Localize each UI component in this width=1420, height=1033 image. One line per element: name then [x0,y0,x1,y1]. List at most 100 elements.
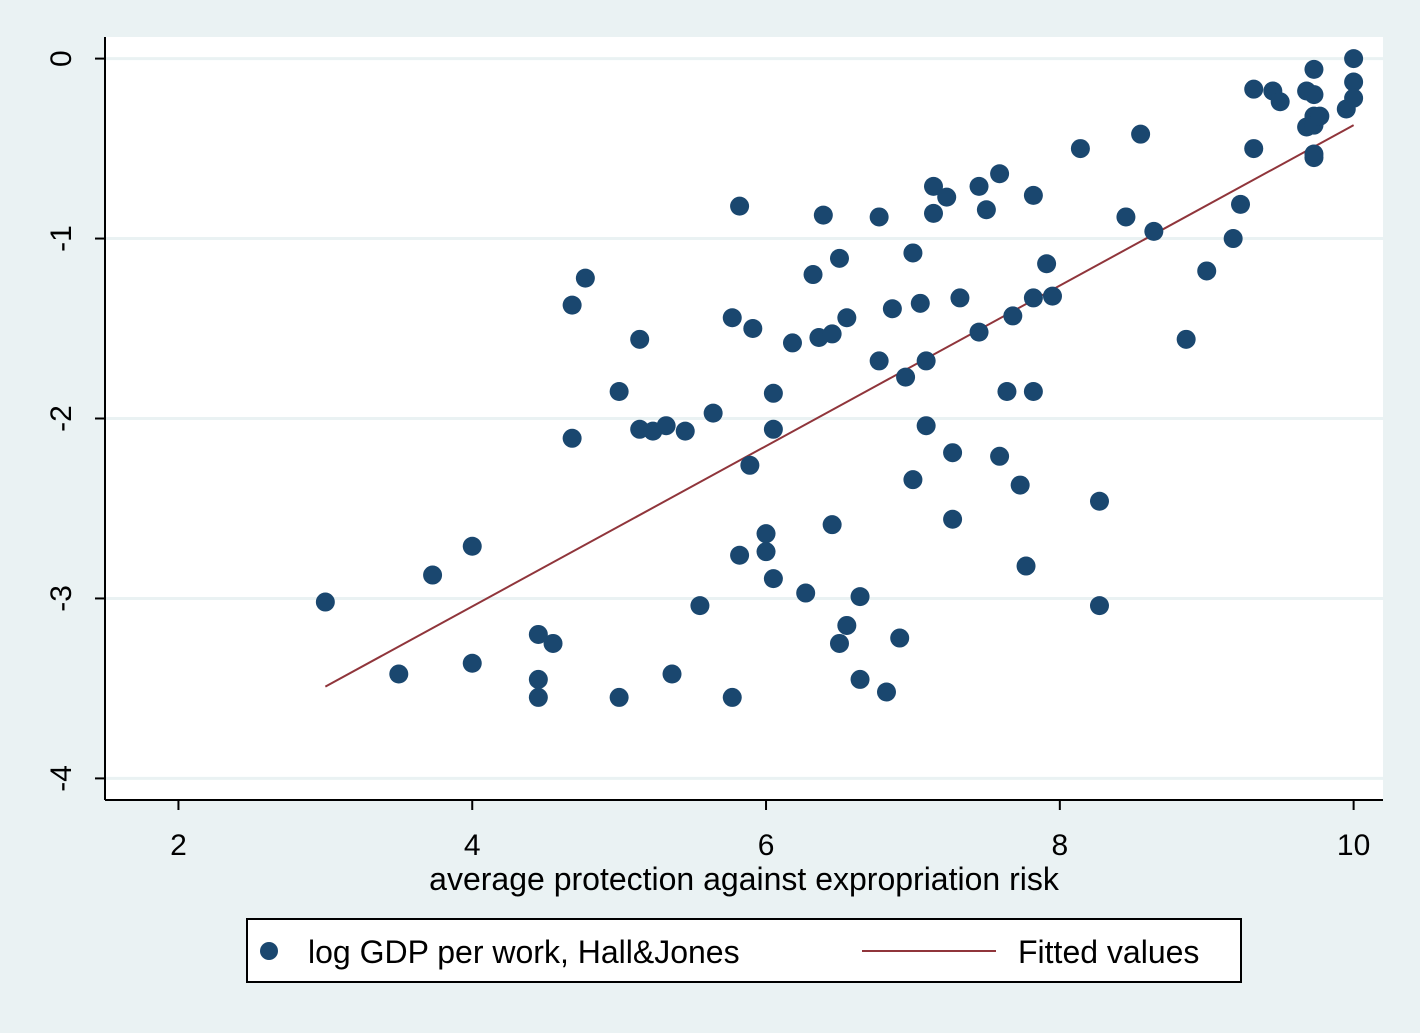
data-point [662,664,682,684]
data-point [943,443,963,463]
data-point [950,288,970,308]
data-point [1023,288,1043,308]
data-point [543,633,563,653]
data-point [876,682,896,702]
data-point [1231,194,1251,214]
data-point [1344,72,1364,92]
data-point [1131,124,1151,144]
data-point [562,295,582,315]
data-point [943,509,963,529]
x-tick-label: 6 [758,829,775,862]
data-point [528,669,548,689]
y-ticks: 0 -1 -2 -3 -4 [45,50,105,792]
data-point [850,669,870,689]
data-point [575,268,595,288]
data-point [722,687,742,707]
data-point [903,243,923,263]
data-point [910,293,930,313]
data-point [609,382,629,402]
data-point [882,299,902,319]
data-point [923,203,943,223]
x-ticks: 2 4 6 8 10 [170,800,1370,862]
data-point [1223,229,1243,249]
legend-marker-scatter [260,942,278,960]
data-point [829,248,849,268]
data-point [1089,491,1109,511]
data-point [869,351,889,371]
data-point [1089,596,1109,616]
x-tick-label: 4 [464,829,481,862]
data-point [923,176,943,196]
data-point [763,383,783,403]
legend-box [246,918,1242,983]
data-point [1344,88,1364,108]
data-point [722,308,742,328]
data-point [656,416,676,436]
x-tick-label: 8 [1051,829,1068,862]
data-point [1176,329,1196,349]
data-point [796,583,816,603]
data-point [1042,286,1062,306]
x-tick-label: 10 [1337,829,1370,862]
data-point [813,205,833,225]
data-point [997,382,1017,402]
data-point [990,446,1010,466]
data-point [630,329,650,349]
data-point [1023,185,1043,205]
data-point [756,524,776,544]
y-tick-label: -4 [45,765,78,792]
data-point [730,196,750,216]
data-point [837,615,857,635]
legend-label-fitted: Fitted values [1018,934,1199,970]
x-tick-label: 2 [170,829,187,862]
data-point [703,403,723,423]
data-point [1244,79,1264,99]
data-point [916,351,936,371]
data-points [315,49,1364,707]
data-point [1070,139,1090,159]
data-point [1037,254,1057,274]
data-point [803,265,823,285]
data-point [829,633,849,653]
data-point [1344,49,1364,69]
data-point [822,324,842,344]
data-point [969,322,989,342]
data-point [1310,106,1330,126]
data-point [743,319,763,339]
data-point [528,624,548,644]
data-point [850,587,870,607]
data-point [869,207,889,227]
data-point [1197,261,1217,281]
data-point [675,421,695,441]
data-point [1116,207,1136,227]
data-point [782,333,802,353]
data-point [896,367,916,387]
data-point [1244,139,1264,159]
data-point [462,536,482,556]
y-tick-label: -1 [45,225,78,252]
data-point [1270,92,1290,112]
data-point [822,515,842,535]
data-point [528,687,548,707]
data-point [1023,382,1043,402]
data-point [916,416,936,436]
data-point [756,542,776,562]
fitted-line [324,124,1355,688]
data-point [462,653,482,673]
y-tick-label: -2 [45,405,78,432]
fitted-line-group [324,124,1355,688]
data-point [315,592,335,612]
data-point [740,455,760,475]
data-point [609,687,629,707]
data-point [969,176,989,196]
data-point [976,200,996,220]
x-axis-title: average protection against expropriation… [429,861,1060,897]
legend-label-scatter: log GDP per work, Hall&Jones [308,934,740,970]
data-point [763,419,783,439]
data-point [389,664,409,684]
data-point [1016,556,1036,576]
data-point [990,164,1010,184]
data-point [937,187,957,207]
data-point [1144,221,1164,241]
